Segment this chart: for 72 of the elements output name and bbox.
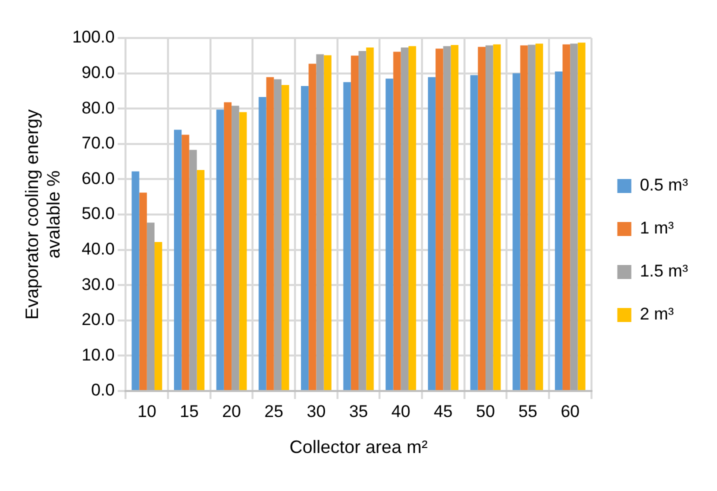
bar: [139, 192, 147, 390]
bar: [470, 75, 478, 390]
bar: [436, 48, 444, 390]
legend-label: 1 m³: [640, 218, 674, 238]
bar: [578, 42, 586, 390]
y-tick-label: 20.0: [82, 310, 115, 330]
bar: [174, 130, 182, 390]
bar: [386, 78, 394, 390]
bar: [216, 110, 224, 390]
bar: [132, 171, 140, 390]
bar: [493, 44, 501, 390]
y-tick-label: 50.0: [82, 204, 115, 224]
legend-label: 1.5 m³: [640, 262, 688, 281]
bar: [443, 46, 451, 390]
x-tick-label: 60: [560, 402, 580, 421]
bar: [324, 55, 332, 390]
bar: [274, 79, 282, 390]
bar: [239, 112, 247, 390]
bar: [182, 134, 190, 390]
x-tick-label: 15: [180, 402, 199, 421]
y-tick-label: 100.0: [72, 28, 115, 47]
bar: [535, 44, 544, 390]
y-tick-label: 80.0: [82, 98, 115, 118]
bar: [308, 64, 316, 390]
y-tick-label: 90.0: [82, 62, 115, 82]
bar: [570, 44, 578, 390]
y-tick-label: 0.0: [91, 380, 115, 400]
bar: [189, 150, 197, 390]
x-tick-label: 20: [222, 402, 242, 421]
bar: [343, 82, 351, 390]
bar: [154, 242, 162, 390]
bar: [393, 52, 401, 390]
x-tick-label: 10: [137, 402, 156, 421]
bar: [450, 45, 458, 390]
bar: [224, 102, 232, 390]
x-tick-label: 50: [476, 402, 495, 421]
legend-label: 0.5 m³: [640, 176, 688, 195]
bar: [528, 44, 536, 390]
bar: [258, 96, 266, 390]
legend-label: 2 m³: [640, 304, 674, 324]
bar: [400, 48, 408, 390]
y-tick-label: 40.0: [82, 239, 115, 258]
bar: [196, 170, 204, 390]
x-tick-label: 30: [306, 402, 326, 421]
bar: [562, 44, 570, 390]
x-tick-label: 35: [349, 402, 368, 421]
y-tick-label: 30.0: [82, 274, 115, 294]
x-tick-label: 25: [264, 402, 284, 421]
x-tick-label: 40: [391, 402, 410, 421]
bar: [316, 54, 324, 390]
bar: [554, 72, 563, 390]
bar: [478, 46, 486, 390]
bar: [232, 106, 240, 390]
bar: [520, 45, 528, 390]
bar: [366, 48, 374, 390]
y-tick-label: 70.0: [82, 134, 115, 153]
y-tick-label: 60.0: [82, 168, 115, 188]
bar: [428, 77, 436, 390]
bar: [350, 56, 359, 390]
bar: [282, 84, 290, 390]
x-axis-title: Collector area m²: [290, 437, 428, 458]
x-tick-label: 45: [434, 402, 453, 421]
bar: [300, 86, 309, 390]
bar: [408, 46, 416, 390]
x-tick-label: 55: [518, 402, 538, 421]
bar: [486, 45, 494, 390]
bar: [146, 222, 155, 390]
y-tick-label: 10.0: [82, 345, 115, 364]
bar: [512, 73, 520, 390]
bar: [266, 77, 274, 390]
bar: [358, 51, 366, 390]
y-axis-title: Evaporator cooling energy avalable %: [22, 109, 64, 320]
